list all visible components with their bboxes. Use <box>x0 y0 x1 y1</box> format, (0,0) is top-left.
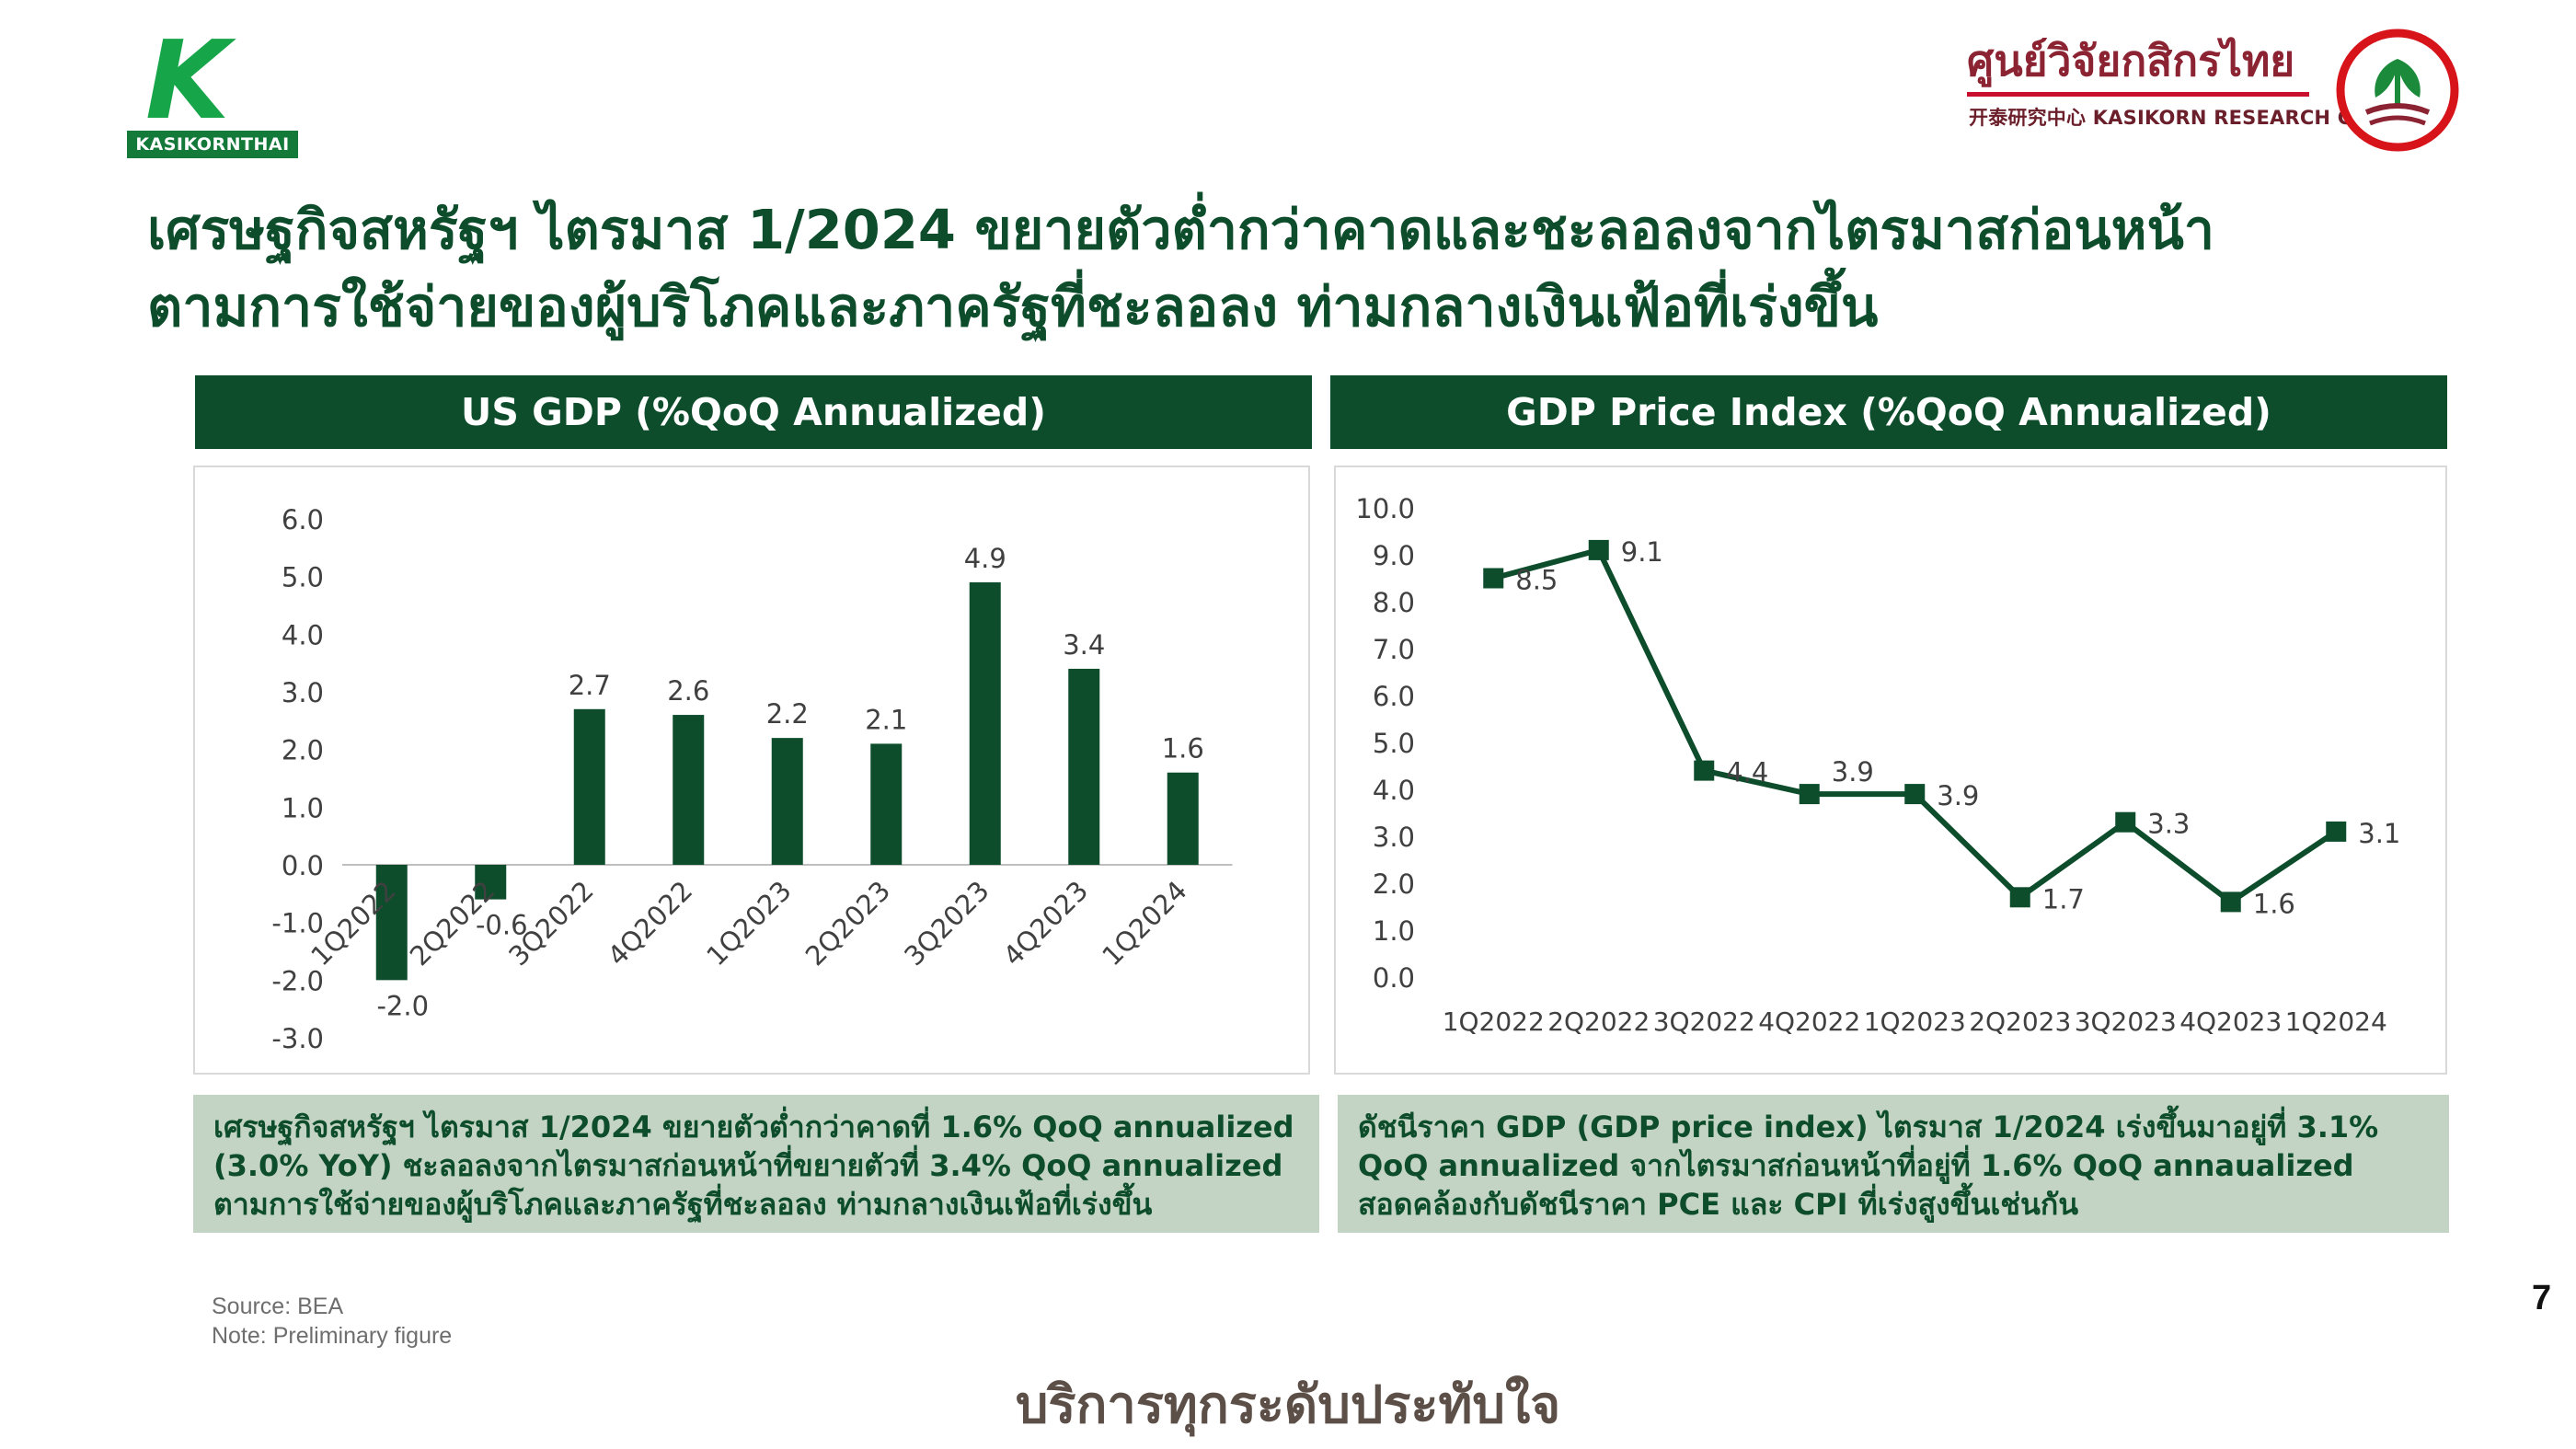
gdp-price-x-tick-label: 2Q2022 <box>1547 1006 1650 1037</box>
gdp-price-marker <box>2009 887 2030 908</box>
us-gdp-y-tick-label: 2.0 <box>282 735 324 766</box>
krc-seal-icon <box>2336 29 2459 152</box>
gdp-price-x-tick-label: 2Q2023 <box>1969 1006 2071 1037</box>
gdp-price-x-tick-label: 1Q2023 <box>1864 1006 1966 1037</box>
us-gdp-y-tick-label: 0.0 <box>282 850 324 881</box>
gdp-price-marker <box>2326 821 2347 842</box>
us-gdp-chart-title: US GDP (%QoQ Annualized) <box>195 375 1312 449</box>
gdp-price-x-tick-label: 3Q2022 <box>1653 1006 1755 1037</box>
us-gdp-y-tick-label: 6.0 <box>282 504 324 535</box>
gdp-price-data-label: 8.5 <box>1515 565 1558 596</box>
us-gdp-data-label: 3.4 <box>1063 629 1105 661</box>
gdp-price-y-tick-label: 7.0 <box>1373 634 1415 665</box>
gdp-price-y-tick-label: 6.0 <box>1373 681 1415 712</box>
gdp-price-marker <box>1799 784 1820 805</box>
us-gdp-bar-chart: 6.0 5.0 4.0 3.0 2.0 1.0 0.0 -1.0 -2.0 -3.0 -2.0 -0… <box>271 504 1233 1054</box>
slide-title-line-2: ตามการใช้จ่ายของผู้บริโภคและภาครัฐที่ชะล… <box>147 275 1879 339</box>
kbank-logo-letter: K <box>145 17 230 144</box>
us-gdp-y-tick-label: 5.0 <box>282 562 324 593</box>
gdp-price-x-tick-label: 3Q2023 <box>2075 1006 2177 1037</box>
gdp-price-marker <box>1588 539 1609 560</box>
us-gdp-summary: เศรษฐกิจสหรัฐฯ ไตรมาส 1/2024 ขยายตัวต่ำก… <box>193 1095 1319 1233</box>
gdp-price-data-label: 1.6 <box>2253 888 2295 919</box>
us-gdp-bar <box>1068 668 1100 865</box>
gdp-price-marker <box>2220 891 2241 913</box>
gdp-price-y-tick-label: 5.0 <box>1373 728 1415 759</box>
gdp-price-data-label: 3.1 <box>2358 818 2400 849</box>
us-gdp-x-tick-label: 3Q2023 <box>898 875 995 972</box>
us-gdp-bar <box>1167 772 1199 865</box>
us-gdp-data-label: -0.6 <box>476 910 528 941</box>
footer-slogan: บริการทุกระดับประทับใจ <box>1015 1375 1561 1435</box>
gdp-price-y-tick-label: 3.0 <box>1373 822 1415 853</box>
us-gdp-x-tick-label: 1Q2024 <box>1096 875 1192 972</box>
gdp-price-data-label: 3.9 <box>1832 756 1874 788</box>
us-gdp-bar <box>673 715 705 865</box>
us-gdp-data-label: 2.2 <box>766 698 809 730</box>
gdp-price-data-label: 4.4 <box>1726 757 1768 788</box>
us-gdp-x-tick-label: 4Q2022 <box>602 875 698 972</box>
gdp-price-marker <box>1694 760 1715 781</box>
gdp-price-y-tick-label: 8.0 <box>1373 587 1415 618</box>
gdp-price-y-tick-label: 2.0 <box>1373 868 1415 900</box>
us-gdp-data-label: 2.7 <box>569 670 611 701</box>
note-text: Note: Preliminary figure <box>212 1323 453 1349</box>
us-gdp-bar <box>475 865 507 900</box>
us-gdp-bar <box>771 738 803 865</box>
gdp-price-x-tick-label: 4Q2023 <box>2179 1006 2282 1037</box>
gdp-price-x-tick-label: 4Q2022 <box>1758 1006 1860 1037</box>
source-text: Source: BEA <box>212 1294 344 1319</box>
us-gdp-bar <box>969 581 1001 865</box>
kasikornthai-logo: K KASIKORNTHAI <box>125 26 300 158</box>
us-gdp-y-tick-label: -2.0 <box>271 965 324 996</box>
us-gdp-y-tick-label: 1.0 <box>282 792 324 823</box>
gdp-price-marker <box>1904 784 1926 805</box>
gdp-price-data-label: 3.9 <box>1937 780 1979 811</box>
gdp-price-y-tick-label: 1.0 <box>1373 915 1415 947</box>
gdp-price-marker <box>1483 568 1504 589</box>
us-gdp-bar <box>870 743 903 865</box>
gdp-price-x-tick-label: 1Q2022 <box>1443 1006 1545 1037</box>
us-gdp-bar <box>375 865 408 981</box>
gdp-price-y-tick-label: 9.0 <box>1373 540 1415 571</box>
us-gdp-data-label: 2.1 <box>865 704 907 735</box>
gdp-price-y-tick-label: 0.0 <box>1373 962 1415 994</box>
us-gdp-bar <box>573 708 605 865</box>
us-gdp-x-tick-label: 2Q2023 <box>799 875 896 972</box>
krc-logo-rule <box>1967 92 2309 97</box>
us-gdp-y-tick-label: -1.0 <box>271 908 324 939</box>
gdp-price-data-label: 3.3 <box>2147 809 2190 840</box>
us-gdp-data-label: 1.6 <box>1162 733 1204 765</box>
us-gdp-x-tick-label: 4Q2023 <box>997 875 1094 972</box>
us-gdp-y-tick-label: 4.0 <box>282 619 324 650</box>
us-gdp-data-label: -2.0 <box>376 990 429 1021</box>
kbank-logo-wordmark: KASIKORNTHAI <box>127 131 298 158</box>
gdp-price-x-tick-label: 1Q2024 <box>2285 1006 2387 1037</box>
gdp-price-index-line-chart: 10.0 9.0 8.0 7.0 6.0 5.0 4.0 3.0 2.0 1.0 0.0 8.5 9.… <box>1355 493 2400 1037</box>
source-note: Source: BEA Note: Preliminary figure <box>212 1292 452 1351</box>
slide-title-line-1: เศรษฐกิจสหรัฐฯ ไตรมาส 1/2024 ขยายตัวต่ำก… <box>147 198 2214 261</box>
gdp-price-y-tick-label: 4.0 <box>1373 775 1415 806</box>
gdp-price-index-chart-frame: 10.0 9.0 8.0 7.0 6.0 5.0 4.0 3.0 2.0 1.0 0.0 8.5 9.… <box>1334 466 2447 1075</box>
us-gdp-x-tick-label: 1Q2023 <box>700 875 797 972</box>
gdp-price-y-tick-label: 10.0 <box>1355 493 1415 524</box>
slide-title: เศรษฐกิจสหรัฐฯ ไตรมาส 1/2024 ขยายตัวต่ำก… <box>147 191 2502 346</box>
gdp-price-data-label: 1.7 <box>2042 883 2085 914</box>
gdp-price-index-series-line <box>1492 546 2338 905</box>
us-gdp-data-label: 2.6 <box>667 675 709 707</box>
us-gdp-y-tick-label: -3.0 <box>271 1023 324 1054</box>
krc-logo-name: ศูนย์วิจัยกสิกรไทย <box>1967 36 2295 86</box>
us-gdp-chart-frame: 6.0 5.0 4.0 3.0 2.0 1.0 0.0 -1.0 -2.0 -3.0 -2.0 -0… <box>193 466 1310 1075</box>
gdp-price-index-summary: ดัชนีราคา GDP (GDP price index) ไตรมาส 1… <box>1338 1095 2449 1233</box>
gdp-price-data-label: 9.1 <box>1621 536 1663 568</box>
gdp-price-index-chart-title: GDP Price Index (%QoQ Annualized) <box>1330 375 2447 449</box>
page-number: 7 <box>2532 1279 2552 1317</box>
us-gdp-data-label: 4.9 <box>964 543 1006 574</box>
us-gdp-y-tick-label: 3.0 <box>282 677 324 708</box>
gdp-price-marker <box>2115 811 2136 833</box>
